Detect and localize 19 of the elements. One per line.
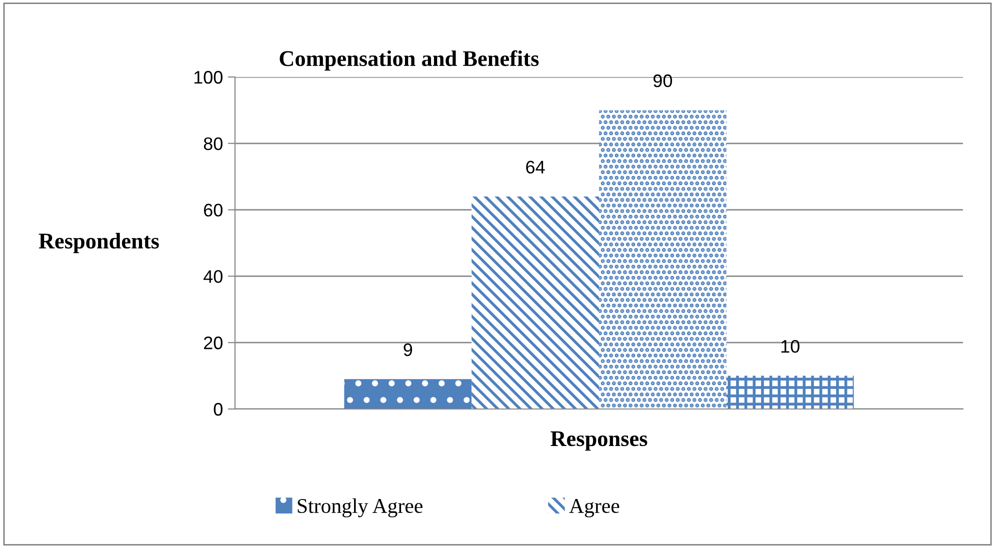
y-tick-label: 100 — [194, 70, 222, 84]
chart-title: Compensation and Benefits — [280, 50, 539, 71]
bar — [599, 110, 726, 409]
y-axis-title: Respondents — [38, 232, 159, 254]
legend-label: Strongly Agree — [298, 498, 422, 518]
y-tick-label: 80 — [204, 137, 222, 150]
y-tick-label: 60 — [204, 204, 222, 217]
data-label: 9 — [404, 343, 412, 356]
data-label: 10 — [781, 340, 800, 353]
bar — [344, 379, 472, 409]
y-tick-label: 40 — [204, 270, 222, 283]
data-label: 64 — [526, 160, 545, 174]
y-tick-label: 0 — [214, 402, 222, 416]
legend-label: Agree — [569, 499, 620, 518]
y-tick-label: 20 — [204, 336, 222, 350]
bar — [726, 376, 854, 409]
bar — [472, 196, 599, 409]
x-axis-title: Responses — [550, 431, 648, 451]
data-label: 90 — [654, 74, 672, 88]
